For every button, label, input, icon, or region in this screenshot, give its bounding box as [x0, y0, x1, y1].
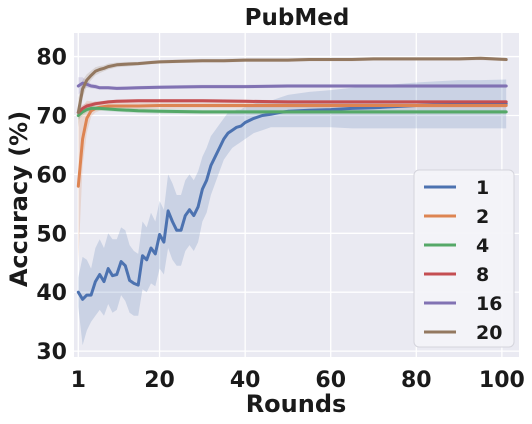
x-tick-label-0: 1	[71, 368, 86, 393]
legend-label-8: 8	[476, 264, 489, 286]
legend-label-2: 2	[476, 206, 489, 228]
y-tick-labels: 30 40 50 60 70 80	[36, 46, 67, 366]
legend-label-20: 20	[476, 322, 502, 344]
y-tick-label-5: 80	[36, 46, 67, 71]
series-16-line	[76, 81, 508, 90]
legend-label-1: 1	[476, 177, 489, 199]
x-tick-label-4: 80	[401, 368, 432, 393]
y-tick-label-1: 40	[36, 281, 67, 306]
y-tick-label-0: 30	[36, 340, 67, 365]
series-2-line	[76, 104, 508, 188]
series-8-band	[78, 99, 507, 117]
x-tick-label-5: 100	[479, 368, 525, 393]
x-tick-labels: 1 20 40 60 80 100	[71, 368, 525, 393]
legend-box	[413, 169, 515, 348]
x-tick-label-2: 40	[230, 368, 261, 393]
series-4-line	[76, 106, 508, 117]
x-tick-label-3: 60	[315, 368, 346, 393]
y-tick-label-2: 50	[36, 222, 67, 247]
legend: 1 2 4 8 16 20	[413, 169, 515, 348]
series-8-line	[76, 99, 508, 114]
x-axis-label: Rounds	[246, 390, 347, 418]
legend-label-4: 4	[476, 235, 489, 257]
x-tick-label-1: 20	[144, 368, 175, 393]
series-1-line	[76, 102, 508, 301]
y-tick-label-3: 60	[36, 163, 67, 188]
series-20-line	[76, 56, 508, 114]
legend-label-16: 16	[476, 293, 502, 315]
y-tick-label-4: 70	[36, 104, 67, 129]
y-axis-label: Accuracy (%)	[5, 111, 33, 287]
chart-title: PubMed	[245, 5, 350, 31]
